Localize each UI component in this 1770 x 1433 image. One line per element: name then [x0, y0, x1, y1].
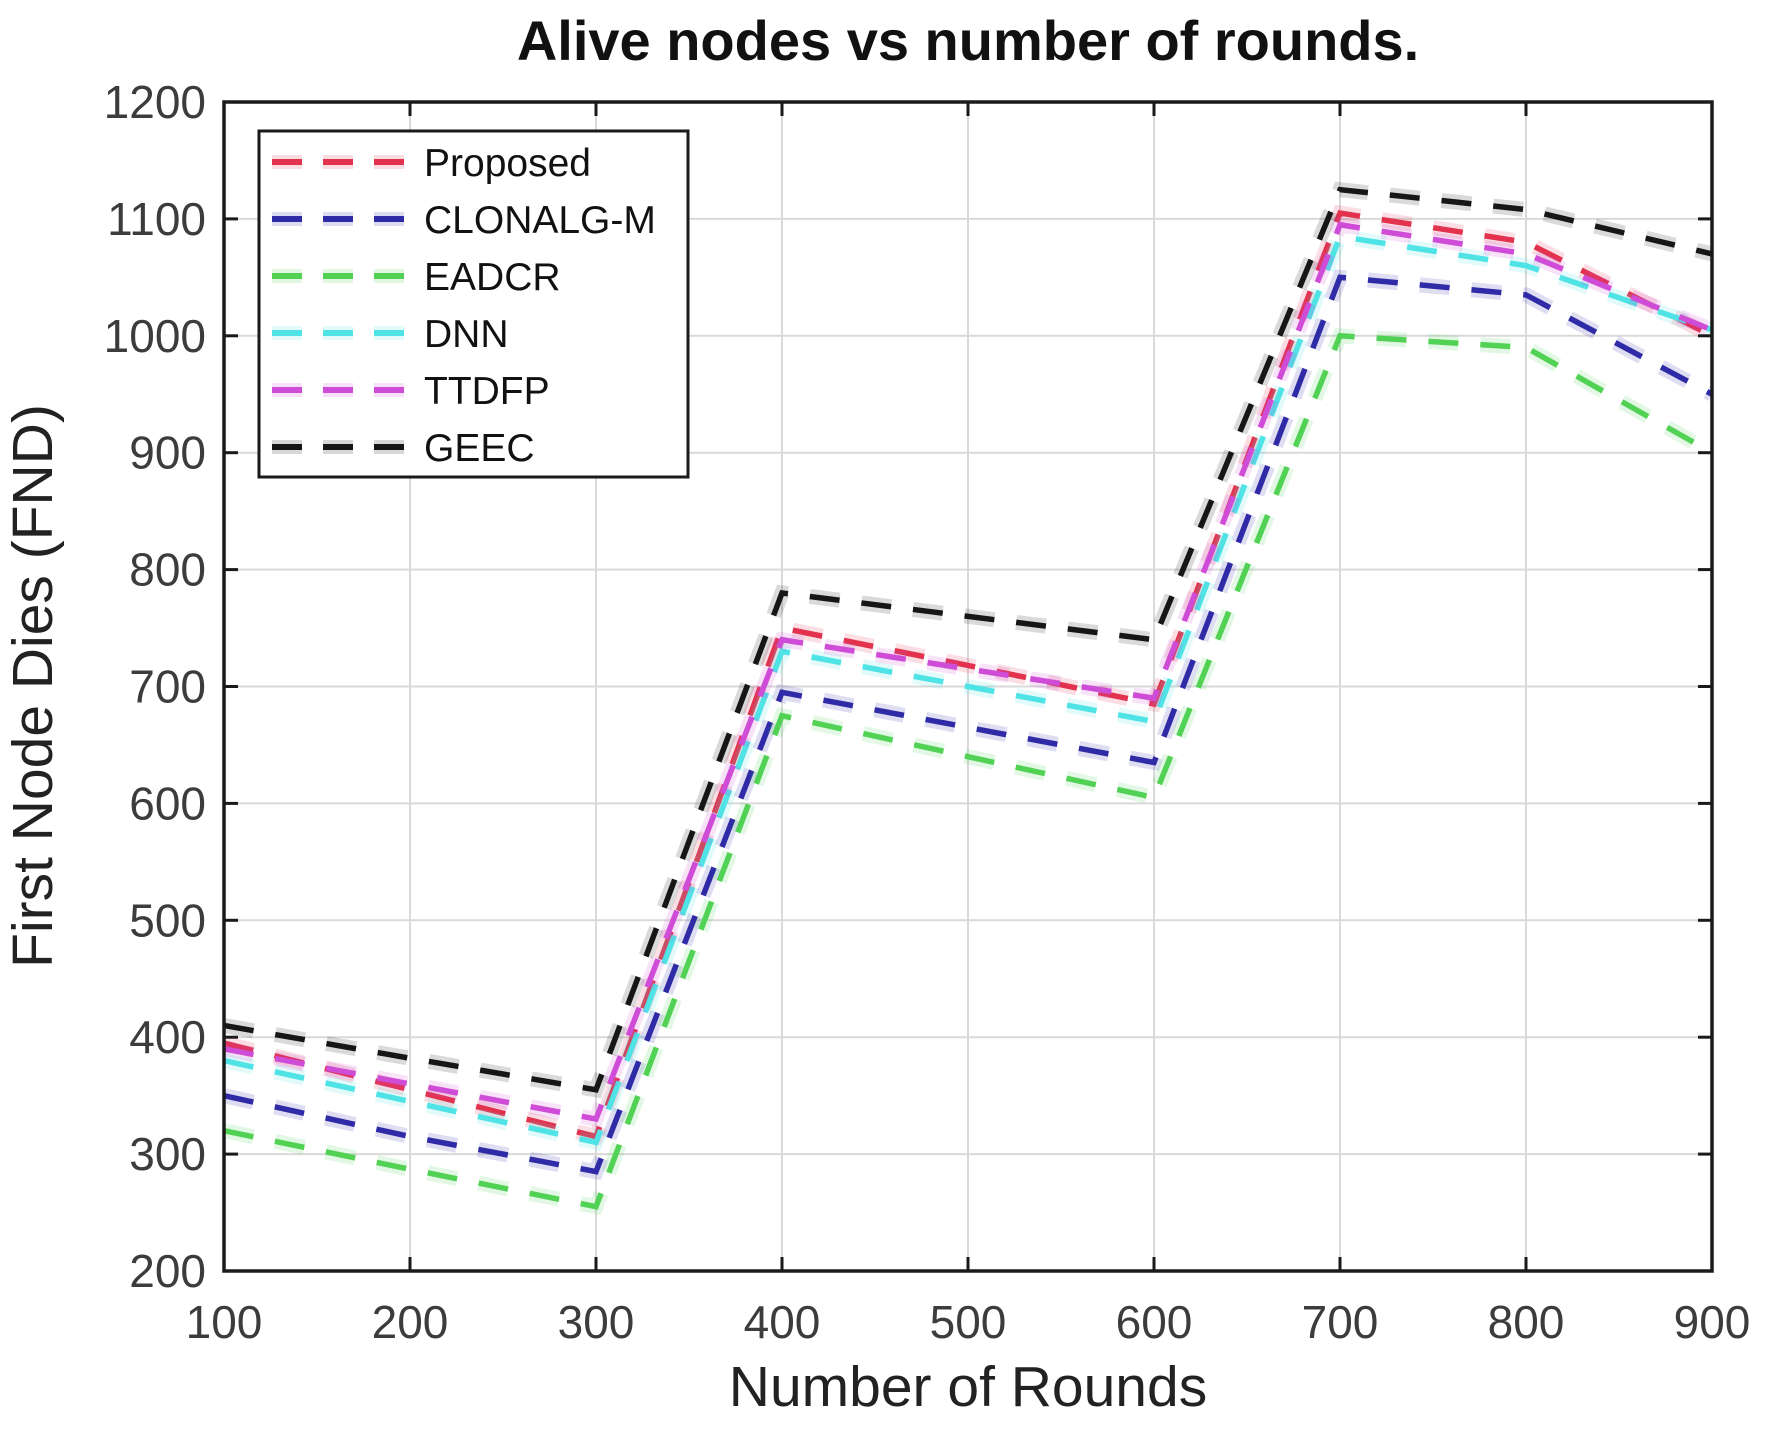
legend-label-geec: GEEC — [424, 427, 535, 470]
y-axis-label: First Node Dies (FND) — [1, 404, 65, 968]
y-tick-label: 400 — [129, 1011, 206, 1063]
series-proposed — [224, 204, 1712, 1146]
legend-box — [257, 129, 690, 479]
x-tick-label: 800 — [1488, 1296, 1565, 1348]
x-tick-label: 400 — [744, 1296, 821, 1348]
y-tick-label: 300 — [129, 1128, 206, 1180]
series-line-dnn — [224, 233, 1712, 1146]
y-tick-label: 700 — [129, 661, 206, 713]
legend-label-eadcr: EADCR — [424, 256, 561, 299]
series-line-eadcr — [224, 332, 1712, 1210]
x-tick-label: 200 — [372, 1296, 449, 1348]
y-tick-label: 1100 — [107, 193, 206, 245]
y-tick-label: 1000 — [104, 310, 206, 362]
y-tick-label: 600 — [129, 777, 206, 829]
x-tick-label: 600 — [1116, 1296, 1193, 1348]
y-tick-label: 500 — [129, 894, 206, 946]
x-axis-label: Number of Rounds — [729, 1355, 1207, 1419]
x-tick-label: 100 — [186, 1296, 263, 1348]
series-dnn — [224, 228, 1712, 1152]
y-tick-label: 1200 — [104, 76, 206, 128]
x-tick-label: 700 — [1302, 1296, 1379, 1348]
legend-label-clonalg-m: CLONALG-M — [424, 199, 656, 242]
legend-label-proposed: Proposed — [424, 142, 591, 185]
y-tick-label: 900 — [129, 427, 206, 479]
legend-label-ttdfp: TTDFP — [424, 370, 550, 413]
y-tick-label: 800 — [129, 544, 206, 596]
chart-title: Alive nodes vs number of rounds. — [517, 9, 1419, 72]
series-line-proposed — [224, 209, 1712, 1140]
series-line-geec — [224, 186, 1712, 1093]
x-tick-label: 900 — [1674, 1296, 1751, 1348]
series-eadcr — [224, 327, 1712, 1216]
x-tick-label: 300 — [558, 1296, 635, 1348]
y-tick-label: 200 — [129, 1245, 206, 1297]
legend-label-dnn: DNN — [424, 313, 509, 356]
series-geec — [224, 181, 1712, 1099]
x-tick-label: 500 — [930, 1296, 1007, 1348]
